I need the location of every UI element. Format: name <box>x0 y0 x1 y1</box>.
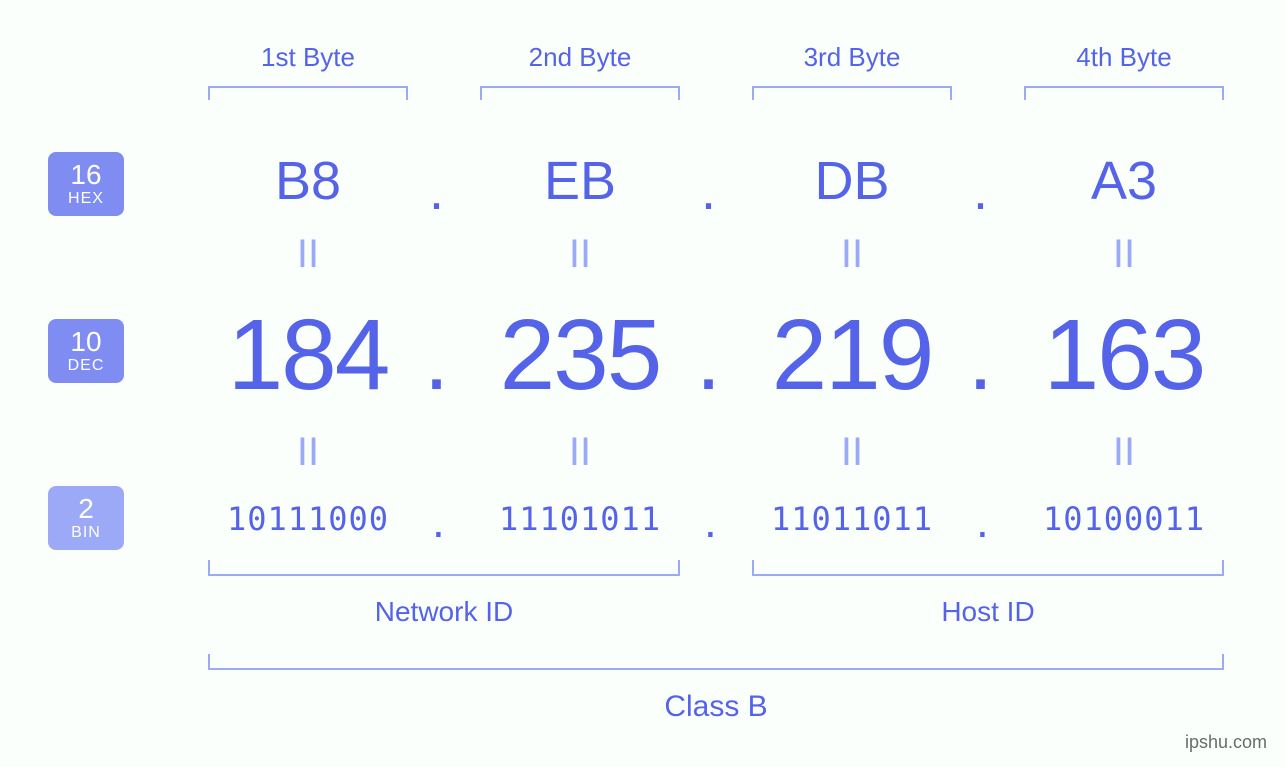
bin-byte-1: 10111000 <box>198 500 418 538</box>
hex-byte-3: DB <box>752 150 952 212</box>
dec-badge-name: DEC <box>48 358 124 375</box>
bin-byte-4: 10100011 <box>1014 500 1234 538</box>
top-bracket-2 <box>480 86 680 100</box>
dec-dot-1: . <box>424 308 449 411</box>
host-id-label: Host ID <box>752 596 1224 628</box>
bin-badge-num: 2 <box>48 494 124 523</box>
dec-dot-3: . <box>968 308 993 411</box>
hex-badge: 16 HEX <box>48 152 124 216</box>
class-bracket <box>208 654 1224 670</box>
eq-hex-dec-2: II <box>560 232 600 277</box>
eq-hex-dec-1: II <box>288 232 328 277</box>
top-bracket-4 <box>1024 86 1224 100</box>
eq-dec-bin-1: II <box>288 430 328 475</box>
bin-badge-name: BIN <box>48 525 124 542</box>
bin-dot-1: . <box>432 494 445 548</box>
dec-badge: 10 DEC <box>48 319 124 383</box>
dec-byte-1: 184 <box>208 298 408 413</box>
hex-dot-1: . <box>429 160 444 222</box>
top-bracket-1 <box>208 86 408 100</box>
dec-byte-4: 163 <box>1024 298 1224 413</box>
eq-dec-bin-2: II <box>560 430 600 475</box>
hex-badge-name: HEX <box>48 191 124 208</box>
class-label: Class B <box>208 690 1224 724</box>
byte-label-3: 3rd Byte <box>752 42 952 73</box>
bin-byte-2: 11101011 <box>470 500 690 538</box>
bin-byte-3: 11011011 <box>742 500 962 538</box>
eq-dec-bin-4: II <box>1104 430 1144 475</box>
bin-dot-3: . <box>976 494 989 548</box>
network-id-label: Network ID <box>208 596 680 628</box>
eq-hex-dec-3: II <box>832 232 872 277</box>
byte-label-1: 1st Byte <box>208 42 408 73</box>
hex-byte-1: B8 <box>208 150 408 212</box>
top-bracket-3 <box>752 86 952 100</box>
dec-byte-3: 219 <box>752 298 952 413</box>
host-id-bracket <box>752 560 1224 576</box>
hex-dot-3: . <box>973 160 988 222</box>
byte-label-4: 4th Byte <box>1024 42 1224 73</box>
hex-byte-4: A3 <box>1024 150 1224 212</box>
watermark: ipshu.com <box>1185 732 1267 753</box>
hex-badge-num: 16 <box>48 160 124 189</box>
bin-badge: 2 BIN <box>48 486 124 550</box>
dec-byte-2: 235 <box>480 298 680 413</box>
dec-dot-2: . <box>696 308 721 411</box>
network-id-bracket <box>208 560 680 576</box>
byte-label-2: 2nd Byte <box>480 42 680 73</box>
eq-dec-bin-3: II <box>832 430 872 475</box>
eq-hex-dec-4: II <box>1104 232 1144 277</box>
dec-badge-num: 10 <box>48 327 124 356</box>
hex-byte-2: EB <box>480 150 680 212</box>
hex-dot-2: . <box>701 160 716 222</box>
bin-dot-2: . <box>704 494 717 548</box>
